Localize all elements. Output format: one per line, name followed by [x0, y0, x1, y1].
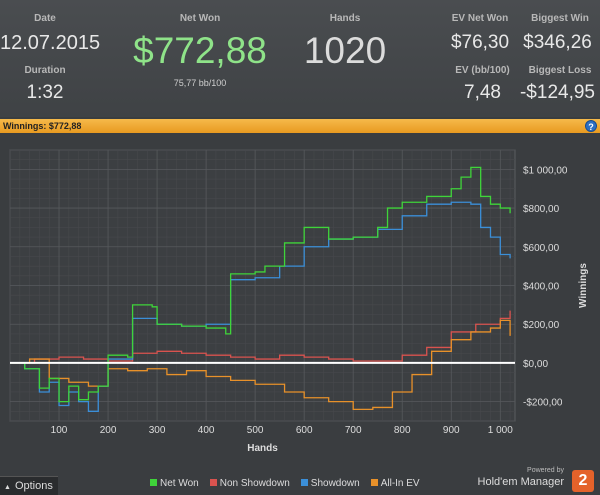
y-tick-label: $200,00	[523, 320, 560, 331]
winnings-chart-svg: 100 200 300 400 500 600 700 800 900 1 000 -$200,00…	[9, 149, 589, 454]
brand-logo: Powered by Hold'em Manager 2	[474, 467, 594, 493]
x-tick-label: 200	[100, 425, 117, 436]
y-tick-label: $1 000,00	[523, 165, 568, 176]
x-tick-label: 300	[149, 425, 166, 436]
date-label: Date	[34, 13, 56, 24]
net-won-value: $772,88	[133, 30, 267, 71]
triangle-up-icon: ▲	[4, 484, 11, 491]
y-tick-label: $0,00	[523, 359, 548, 370]
hands-value: 1020	[303, 30, 387, 71]
x-tick-label: 700	[345, 425, 362, 436]
stats-panel: Date 12.07.2015 Duration 1:32 Net Won $7…	[0, 0, 600, 117]
chart-grid	[9, 149, 515, 422]
hands-label: Hands	[329, 13, 361, 24]
series-net-won	[10, 166, 511, 403]
biggest-loss-value: -$124,95	[519, 82, 595, 103]
x-tick-label: 900	[443, 425, 460, 436]
help-icon[interactable]: ?	[585, 120, 597, 132]
ev-net-won-label: EV Net Won	[451, 13, 509, 24]
chart-axes: 100 200 300 400 500 600 700 800 900 1 000 -$200,00…	[51, 165, 589, 454]
date-value: 12.07.2015	[0, 32, 101, 54]
legend-swatch	[370, 479, 378, 486]
options-label: Options	[14, 480, 53, 492]
duration-value: 1:32	[26, 82, 64, 103]
brand-name: Hold'em Manager	[477, 476, 564, 488]
legend-item[interactable]: Non Showdown	[209, 478, 290, 489]
ev-bb-label: EV (bb/100)	[455, 65, 510, 76]
legend-label: Non Showdown	[219, 478, 290, 489]
x-tick-label: 400	[198, 425, 215, 436]
legend-label: All-In EV	[380, 478, 420, 489]
biggest-win-label: Biggest Win	[531, 13, 589, 24]
legend-item[interactable]: All-In EV	[370, 478, 420, 489]
legend-swatch	[209, 479, 217, 486]
legend-item[interactable]: Net Won	[150, 478, 199, 489]
chart-legend: Net Won Non Showdown Showdown All-In EV	[150, 478, 431, 489]
biggest-win-value: $346,26	[523, 32, 592, 53]
chart-series	[10, 166, 515, 412]
ev-net-won-value: $76,30	[450, 32, 510, 53]
ev-bb-value: 7,48	[464, 82, 501, 103]
brand-badge: 2	[572, 470, 594, 492]
x-tick-label: 100	[51, 425, 68, 436]
winnings-chart: 100 200 300 400 500 600 700 800 900 1 000 -$200,00…	[0, 133, 600, 473]
legend-item[interactable]: Showdown	[300, 478, 360, 489]
net-won-bb: 75,77 bb/100	[173, 78, 227, 88]
options-button[interactable]: ▲ Options	[0, 476, 58, 495]
x-tick-label: 600	[296, 425, 313, 436]
legend-swatch	[150, 479, 157, 486]
net-won-label: Net Won	[179, 13, 221, 24]
x-tick-label: 800	[394, 425, 411, 436]
y-tick-label: $400,00	[523, 282, 560, 293]
y-tick-label: $800,00	[523, 204, 560, 215]
x-tick-label: 500	[247, 425, 264, 436]
y-axis-title: Winnings	[578, 263, 589, 308]
y-tick-label: $600,00	[523, 243, 560, 254]
legend-swatch	[300, 479, 308, 486]
legend-label: Net Won	[160, 478, 199, 489]
winnings-bar: Winnings: $772,88 ?	[0, 119, 600, 133]
legend-label: Showdown	[310, 478, 360, 489]
series-all-in-ev	[10, 319, 511, 411]
x-axis-title: Hands	[247, 443, 278, 454]
biggest-loss-label: Biggest Loss	[528, 65, 592, 76]
winnings-bar-label: Winnings: $772,88	[3, 121, 82, 131]
x-tick-label: 1 000	[488, 425, 513, 436]
duration-label: Duration	[24, 65, 66, 76]
powered-by-text: Powered by	[527, 467, 564, 474]
y-tick-label: -$200,00	[523, 398, 563, 409]
